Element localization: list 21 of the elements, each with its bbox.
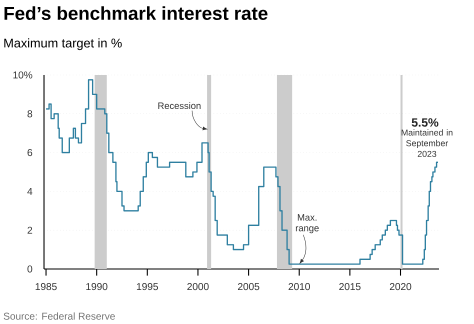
x-tick-label: 1990 (86, 283, 108, 290)
x-tick-label: 2020 (390, 283, 412, 290)
x-tick-label: 2000 (187, 283, 209, 290)
y-tick-label: 8 (28, 110, 32, 118)
x-tick-label: 2010 (288, 283, 310, 290)
y-tick-label: 10% (13, 71, 32, 79)
annotation: Max. range (296, 214, 319, 234)
annotation: 5.5% (412, 118, 438, 127)
y-tick-label: 0 (27, 265, 32, 273)
source-note: Source: Federal Reserve (4, 312, 115, 320)
annotation: Recession (158, 102, 201, 110)
y-tick-label: 4 (27, 188, 32, 195)
x-tick-label: 2015 (339, 283, 361, 290)
x-tick-label: 1995 (136, 283, 158, 290)
chart-subtitle: Maximum target in % (4, 38, 122, 50)
y-tick-label: 2 (28, 226, 32, 234)
chart-title: Fed’s benchmark interest rate (4, 6, 268, 20)
x-tick-label: 2005 (238, 283, 260, 290)
annotation: Maintained in September 2023 (402, 129, 452, 157)
x-tick-label: 1985 (36, 283, 57, 290)
y-tick-label: 6 (28, 149, 32, 156)
